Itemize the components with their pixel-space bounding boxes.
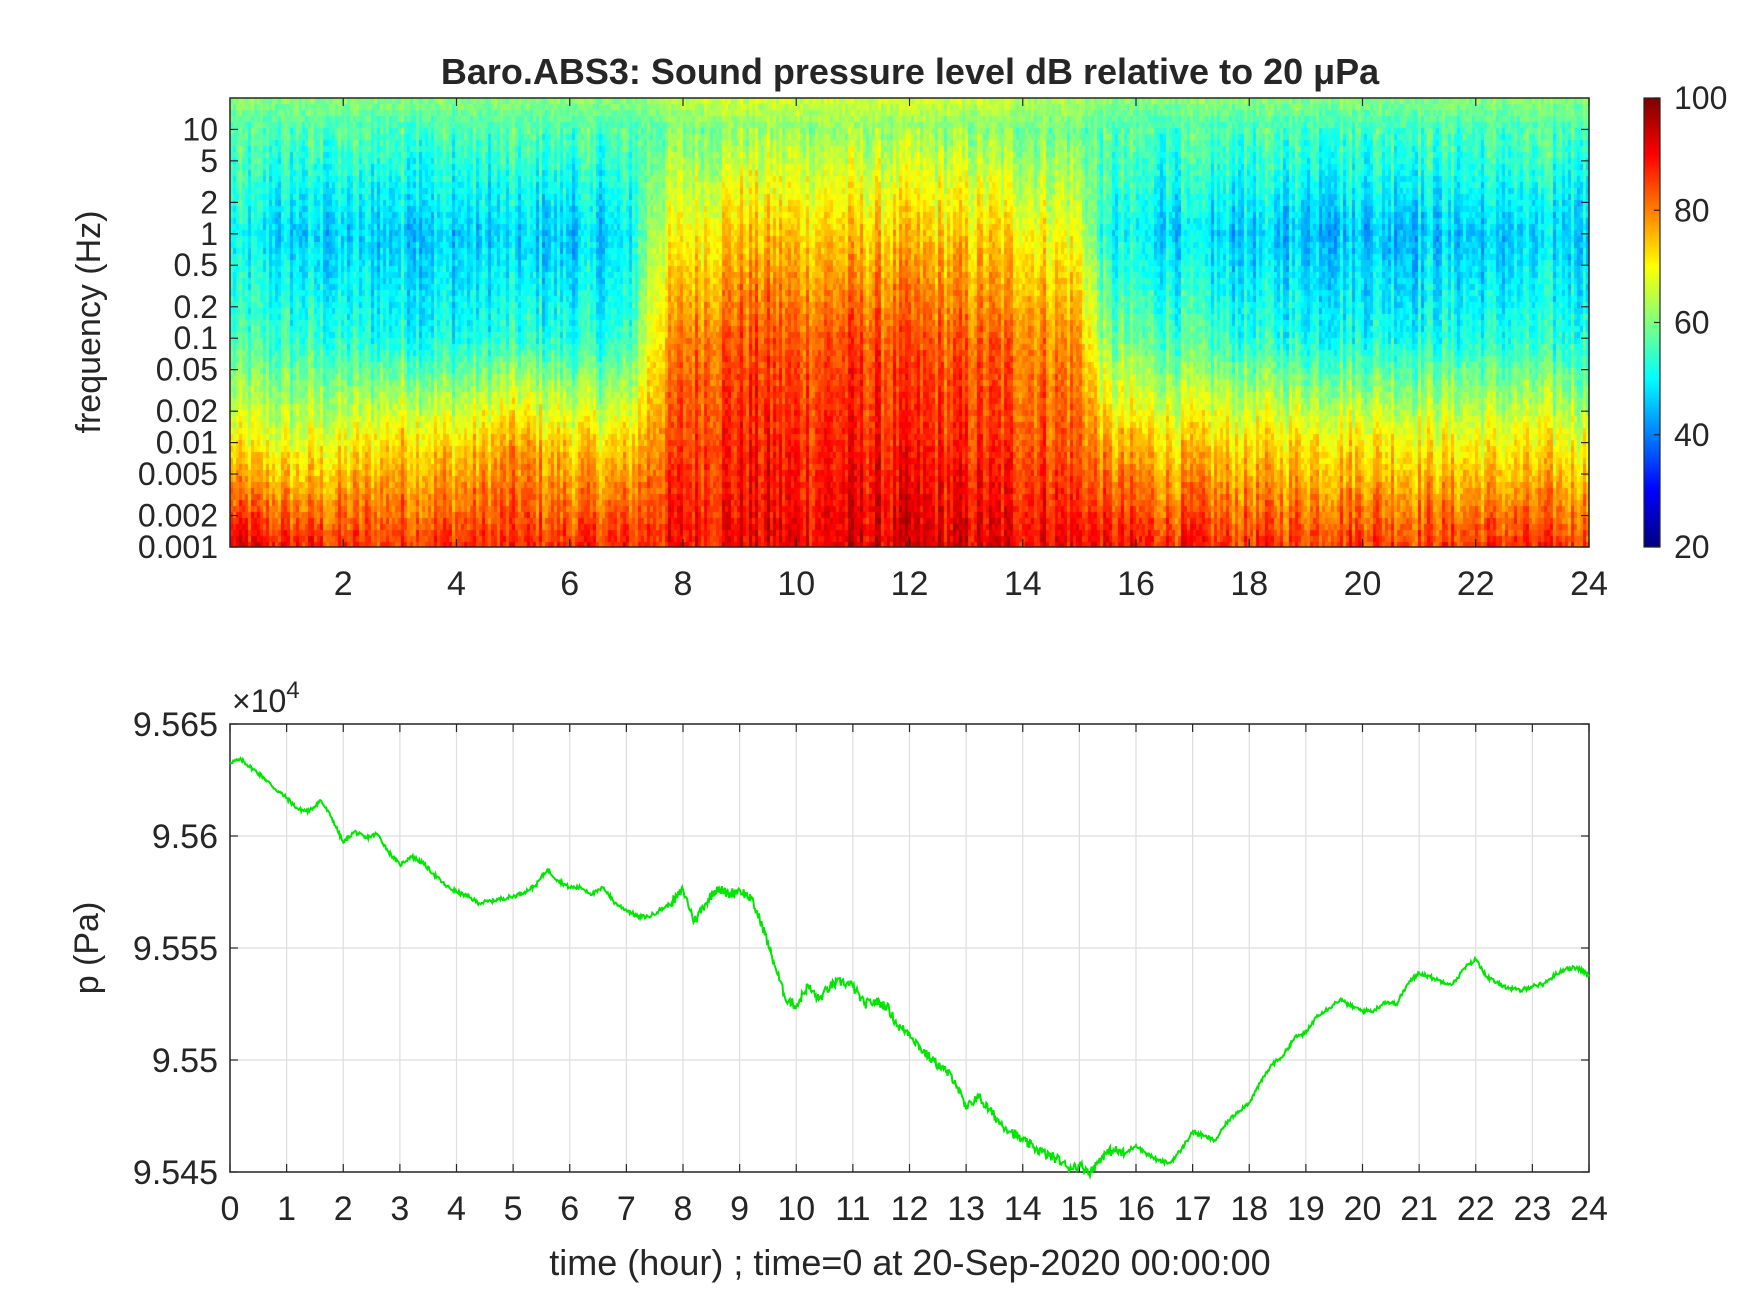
pressure-x-tick-label: 12 — [891, 1190, 929, 1228]
pressure-x-tick-label: 24 — [1570, 1190, 1608, 1228]
spectrogram-y-tick-label: 0.2 — [174, 289, 218, 325]
spectrogram-y-tick-label: 0.05 — [156, 352, 218, 388]
spectrogram-x-tick-label: 6 — [560, 565, 579, 603]
spectrogram-x-tick-label: 8 — [674, 565, 693, 603]
spectrogram-x-tick-label: 12 — [891, 565, 929, 603]
pressure-x-tick-label: 17 — [1174, 1190, 1212, 1228]
spectrogram-y-tick-label: 10 — [182, 111, 218, 147]
spectrogram-frame — [229, 97, 1590, 548]
pressure-x-tick-label: 14 — [1004, 1190, 1042, 1228]
pressure-series-line — [229, 756, 1590, 1181]
pressure-x-tick-label: 22 — [1457, 1190, 1495, 1228]
pressure-x-tick-label: 4 — [447, 1190, 466, 1228]
spectrogram-x-tick-label: 4 — [447, 565, 466, 603]
spectrogram-x-tick-label: 18 — [1230, 565, 1268, 603]
pressure-x-tick-label: 10 — [777, 1190, 815, 1228]
pressure-x-axis-label: time (hour) ; time=0 at 20-Sep-2020 00:0… — [549, 1242, 1270, 1283]
spectrogram-x-tick-label: 20 — [1344, 565, 1382, 603]
pressure-y-tick-label: 9.545 — [133, 1154, 218, 1192]
pressure-y-ticks: 9.565 9.56 9.555 9.55 9.545 — [133, 706, 1589, 1192]
pressure-y-tick-label: 9.55 — [152, 1042, 218, 1080]
spectrogram-x-tick-label: 24 — [1570, 565, 1608, 603]
pressure-x-tick-label: 20 — [1344, 1190, 1382, 1228]
spectrogram-x-tick-label: 22 — [1457, 565, 1495, 603]
spectrogram-y-tick-label: 1 — [200, 216, 218, 252]
spectrogram-x-tick-label: 2 — [334, 565, 353, 603]
pressure-y-tick-label: 9.565 — [133, 706, 218, 744]
pressure-x-tick-label: 15 — [1060, 1190, 1098, 1228]
spectrogram-y-tick-label: 0.1 — [174, 320, 218, 356]
pressure-x-tick-label: 9 — [730, 1190, 749, 1228]
spectrogram-x-ticks: 2 4 6 8 10 12 14 16 18 20 22 24 — [334, 98, 1608, 603]
pressure-y-tick-label: 9.555 — [133, 930, 218, 968]
spectrogram-x-tick-label: 10 — [777, 565, 815, 603]
colorbar-tick-label: 80 — [1674, 192, 1710, 228]
pressure-x-tick-label: 5 — [504, 1190, 523, 1228]
pressure-x-tick-label: 16 — [1117, 1190, 1155, 1228]
pressure-x-tick-label: 13 — [947, 1190, 985, 1228]
pressure-x-tick-label: 3 — [390, 1190, 409, 1228]
pressure-x-tick-label: 7 — [617, 1190, 636, 1228]
pressure-exponent-base: ×10 — [232, 683, 286, 719]
colorbar-tick-label: 40 — [1674, 417, 1710, 453]
colorbar-tick-label: 20 — [1674, 529, 1710, 565]
colorbar-tick-label: 60 — [1674, 305, 1710, 341]
pressure-x-tick-label: 1 — [277, 1190, 296, 1228]
pressure-x-tick-label: 19 — [1287, 1190, 1325, 1228]
spectrogram-y-axis-label: frequency (Hz) — [70, 211, 108, 434]
spectrogram-y-tick-label: 0.5 — [174, 247, 218, 283]
pressure-x-tick-label: 18 — [1230, 1190, 1268, 1228]
pressure-x-tick-label: 8 — [674, 1190, 693, 1228]
spectrogram-y-tick-label: 0.002 — [138, 498, 218, 534]
colorbar-tick-label: 100 — [1674, 80, 1727, 116]
spectrogram-y-tick-label: 0.02 — [156, 393, 218, 429]
pressure-x-tick-label: 6 — [560, 1190, 579, 1228]
pressure-x-tick-label: 11 — [835, 1190, 870, 1228]
chart-title: Baro.ABS3: Sound pressure level dB relat… — [441, 51, 1380, 92]
spectrogram-y-tick-label: 0.01 — [156, 425, 218, 461]
colorbar: 100 80 60 40 20 — [1643, 80, 1727, 565]
colorbar-ticks: 100 80 60 40 20 — [1654, 80, 1727, 565]
pressure-exponent-power: 4 — [286, 677, 299, 704]
spectrogram-y-ticks: 105 210.5 0.20.10.05 0.020.010.005 0.0020.00… — [138, 111, 1589, 565]
pressure-grid — [229, 723, 1590, 1173]
pressure-y-axis-label: p (Pa) — [68, 902, 106, 995]
pressure-x-tick-label: 0 — [221, 1190, 240, 1228]
spectrogram-y-tick-label: 5 — [200, 143, 218, 179]
pressure-x-tick-label: 21 — [1400, 1190, 1438, 1228]
pressure-x-tick-label: 23 — [1513, 1190, 1551, 1228]
spectrogram-axes: frequency (Hz) 105210.50.20.10.050.020.0… — [70, 97, 1608, 603]
pressure-x-tick-label: 2 — [334, 1190, 353, 1228]
pressure-x-ticks: 0 1 2 3 4 5 6 7 8 9 10 11 12 13 14 15 16 17 18 19 20 21 22 23 24 — [221, 724, 1608, 1228]
spectrogram-x-tick-label: 16 — [1117, 565, 1155, 603]
spectrogram-y-tick-label: 0.005 — [138, 456, 218, 492]
spectrogram-image — [230, 98, 1589, 547]
spectrogram-x-tick-label: 14 — [1004, 565, 1042, 603]
spectrogram-y-tick-label: 0.001 — [138, 529, 218, 565]
pressure-exponent-label: ×104 — [232, 677, 300, 719]
pressure-y-tick-label: 9.56 — [152, 818, 218, 856]
spectrogram-y-tick-label: 2 — [200, 184, 218, 220]
